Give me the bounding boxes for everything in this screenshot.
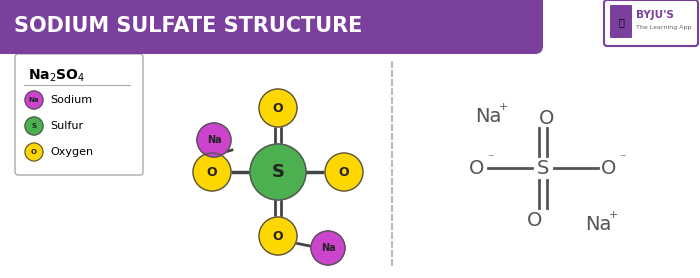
Text: O: O	[273, 230, 284, 242]
Text: Na: Na	[475, 106, 501, 125]
Circle shape	[193, 153, 231, 191]
Text: SODIUM SULFATE STRUCTURE: SODIUM SULFATE STRUCTURE	[14, 16, 363, 36]
Circle shape	[197, 123, 231, 157]
Text: O: O	[31, 149, 37, 155]
Text: ⁻: ⁻	[619, 153, 625, 165]
Circle shape	[25, 91, 43, 109]
Circle shape	[250, 144, 306, 200]
Circle shape	[325, 153, 363, 191]
Text: +: +	[498, 102, 508, 112]
Circle shape	[259, 89, 297, 127]
Circle shape	[259, 217, 297, 255]
FancyBboxPatch shape	[15, 54, 143, 175]
Circle shape	[25, 143, 43, 161]
Text: O: O	[601, 158, 617, 177]
Text: Na: Na	[29, 97, 39, 103]
Text: S: S	[537, 158, 550, 177]
FancyBboxPatch shape	[604, 0, 698, 46]
Circle shape	[311, 231, 345, 265]
Text: O: O	[206, 165, 217, 178]
Text: O: O	[273, 101, 284, 115]
Text: S: S	[32, 123, 36, 129]
Text: BYJU'S: BYJU'S	[636, 10, 674, 20]
Text: O: O	[539, 108, 554, 128]
Text: Na: Na	[206, 135, 221, 145]
Text: +: +	[608, 210, 617, 220]
Text: Sodium: Sodium	[50, 95, 92, 105]
Text: The Learning App: The Learning App	[636, 24, 692, 29]
Text: Sulfur: Sulfur	[50, 121, 83, 131]
Text: O: O	[339, 165, 349, 178]
Text: S: S	[272, 163, 284, 181]
Text: O: O	[527, 210, 542, 230]
FancyBboxPatch shape	[610, 5, 632, 38]
Text: Oxygen: Oxygen	[50, 147, 93, 157]
FancyBboxPatch shape	[0, 0, 543, 54]
Text: O: O	[469, 158, 484, 177]
Text: ⁻: ⁻	[486, 153, 493, 165]
Text: Na: Na	[584, 215, 611, 234]
Text: Na$_2$SO$_4$: Na$_2$SO$_4$	[28, 68, 85, 84]
Text: 📖: 📖	[618, 17, 624, 27]
Circle shape	[25, 117, 43, 135]
Text: Na: Na	[321, 243, 335, 253]
